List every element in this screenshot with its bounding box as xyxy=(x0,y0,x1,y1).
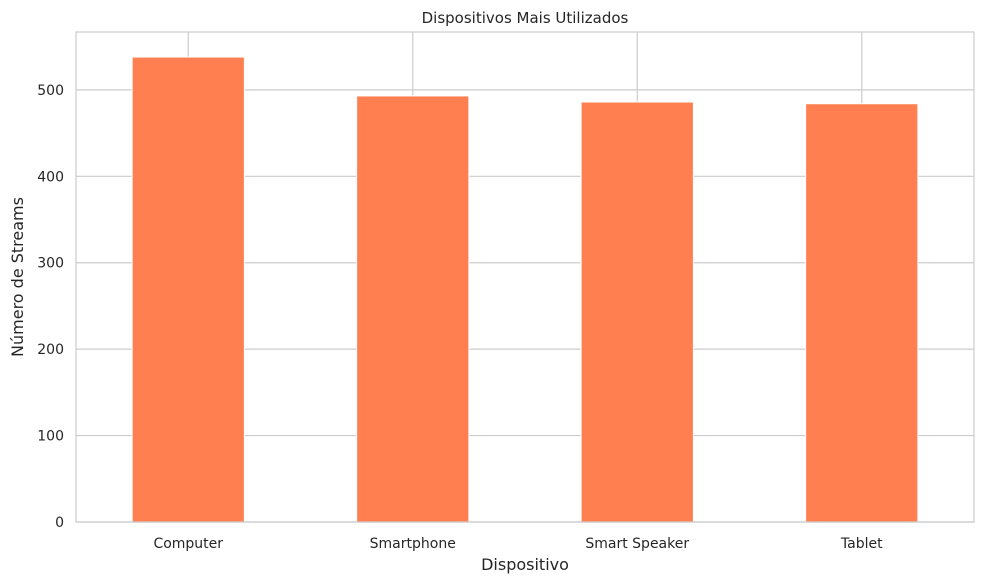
y-tick-label: 300 xyxy=(37,256,64,272)
x-tick-label: Smartphone xyxy=(370,536,456,552)
y-tick-label: 400 xyxy=(37,169,64,185)
bar-layer xyxy=(131,56,919,523)
x-tick-labels: Computer Smartphone Smart Speaker Tablet xyxy=(153,536,883,552)
y-tick-label: 500 xyxy=(37,83,64,99)
y-tick-label: 0 xyxy=(55,515,64,531)
x-axis-label: Dispositivo xyxy=(481,555,569,574)
bar-computer xyxy=(131,56,245,523)
plot-frame xyxy=(75,31,975,523)
y-axis-label: Número de Streams xyxy=(8,197,27,357)
bar-smart-speaker xyxy=(580,101,694,523)
x-tick-label: Tablet xyxy=(840,536,883,552)
y-tick-label: 100 xyxy=(37,429,64,445)
y-tick-label: 200 xyxy=(37,342,64,358)
x-tick-label: Computer xyxy=(153,536,223,552)
x-tick-label: Smart Speaker xyxy=(585,536,689,552)
y-tick-labels: 0 100 200 300 400 500 xyxy=(37,83,64,531)
chart-title: Dispositivos Mais Utilizados xyxy=(422,9,629,27)
bar-smartphone xyxy=(356,95,470,523)
bar-tablet xyxy=(805,103,919,523)
